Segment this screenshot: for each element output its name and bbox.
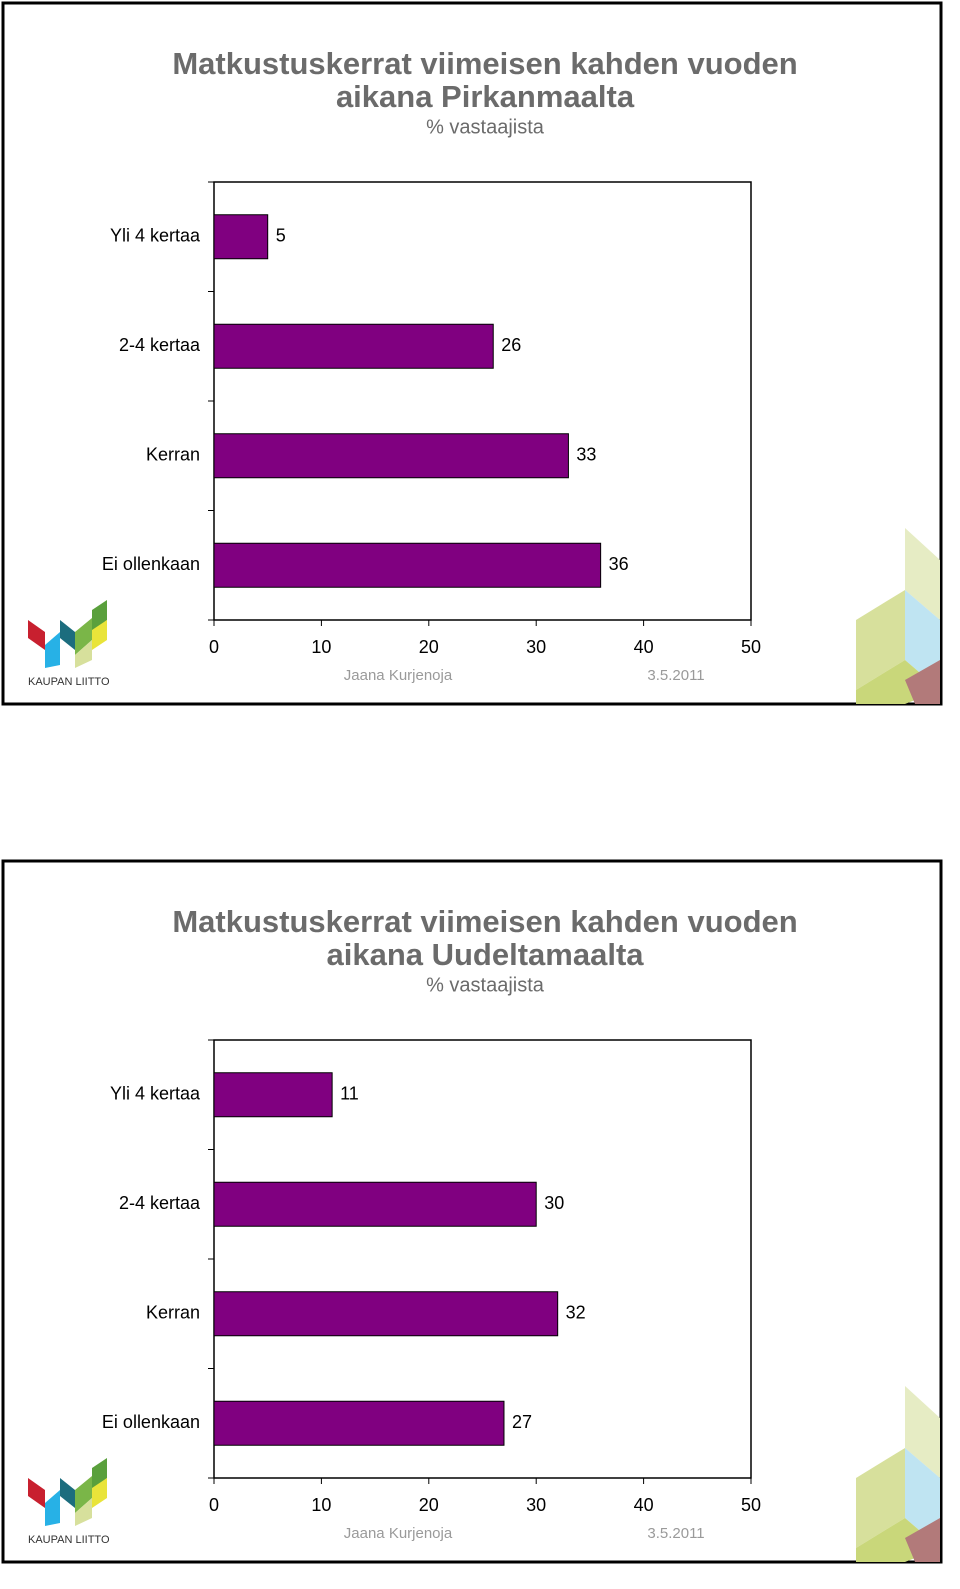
logo-shape — [60, 1478, 75, 1508]
decoration — [905, 1386, 940, 1478]
slide-border — [1, 859, 943, 1564]
y-tick-label: 2-4 kertaa — [119, 335, 201, 355]
slide: KAUPAN LIITTO Matkustuskerrat viimeisen k… — [1, 859, 943, 1564]
y-tick-label: Kerran — [146, 445, 200, 465]
chart-title: Matkustuskerrat viimeisen kahden vuoden — [172, 46, 797, 81]
value-label: 26 — [501, 335, 521, 355]
footer-date: 3.5.2011 — [647, 1525, 704, 1542]
x-tick-label: 0 — [209, 1495, 219, 1515]
y-tick-label: Ei ollenkaan — [102, 554, 200, 574]
footer-author: Jaana Kurjenoja — [344, 1525, 453, 1542]
value-label: 27 — [512, 1412, 532, 1432]
bar — [213, 1181, 537, 1227]
y-tick-label: 2-4 kertaa — [119, 1193, 201, 1213]
bar — [213, 1291, 559, 1337]
logo-shape — [75, 1498, 92, 1526]
x-tick-label: 30 — [526, 1495, 546, 1515]
chart-title: aikana Uudeltamaalta — [326, 937, 644, 972]
logo-shape — [92, 600, 107, 632]
y-tick-label: Ei ollenkaan — [102, 1412, 200, 1432]
slide-border — [1, 1, 943, 706]
slide: KAUPAN LIITTO Matkustuskerrat viimeisen k… — [1, 1, 943, 706]
footer-author: Jaana Kurjenoja — [344, 667, 453, 684]
bar — [213, 1072, 333, 1118]
logo-shape — [28, 1478, 45, 1508]
bar — [213, 214, 269, 260]
y-tick-label: Yli 4 kertaa — [110, 1084, 201, 1104]
y-tick-label: Yli 4 kertaa — [110, 226, 201, 246]
decoration — [905, 660, 940, 704]
logo-shape — [45, 632, 60, 668]
value-label: 33 — [576, 445, 596, 465]
chart-subtitle: % vastaajista — [426, 116, 545, 138]
decoration — [856, 1448, 905, 1548]
x-tick-label: 40 — [634, 637, 654, 657]
logo-shape — [75, 618, 92, 655]
x-tick-label: 20 — [419, 637, 439, 657]
logo-text: KAUPAN LIITTO — [28, 1534, 110, 1546]
logo-shape — [45, 1490, 60, 1526]
chart-title: aikana Pirkanmaalta — [336, 79, 635, 114]
x-tick-label: 10 — [311, 1495, 331, 1515]
x-tick-label: 50 — [741, 637, 761, 657]
logo-text: KAUPAN LIITTO — [28, 676, 110, 688]
logo-shape — [60, 620, 75, 650]
value-label: 11 — [340, 1084, 359, 1104]
value-label: 32 — [566, 1303, 586, 1323]
value-label: 36 — [609, 554, 629, 574]
logo-shape — [92, 1458, 107, 1490]
x-tick-label: 50 — [741, 1495, 761, 1515]
value-label: 5 — [276, 226, 286, 246]
bar — [213, 323, 494, 369]
logo-shape — [92, 1478, 107, 1508]
x-tick-label: 40 — [634, 1495, 654, 1515]
chart-title: Matkustuskerrat viimeisen kahden vuoden — [172, 904, 797, 939]
y-tick-label: Kerran — [146, 1303, 200, 1323]
x-tick-label: 10 — [311, 637, 331, 657]
decoration — [905, 1518, 940, 1562]
bar — [213, 433, 569, 479]
x-tick-label: 0 — [209, 637, 219, 657]
chart-subtitle: % vastaajista — [426, 974, 545, 996]
logo-shape — [28, 620, 45, 650]
footer-date: 3.5.2011 — [647, 667, 704, 684]
decoration — [905, 528, 940, 620]
bar — [213, 1400, 505, 1446]
bar — [213, 542, 602, 588]
logo-shape — [75, 1476, 92, 1513]
value-label: 30 — [544, 1193, 564, 1213]
logo-shape — [92, 620, 107, 650]
x-tick-label: 30 — [526, 637, 546, 657]
logo-shape — [75, 640, 92, 668]
decoration — [856, 590, 905, 690]
x-tick-label: 20 — [419, 1495, 439, 1515]
